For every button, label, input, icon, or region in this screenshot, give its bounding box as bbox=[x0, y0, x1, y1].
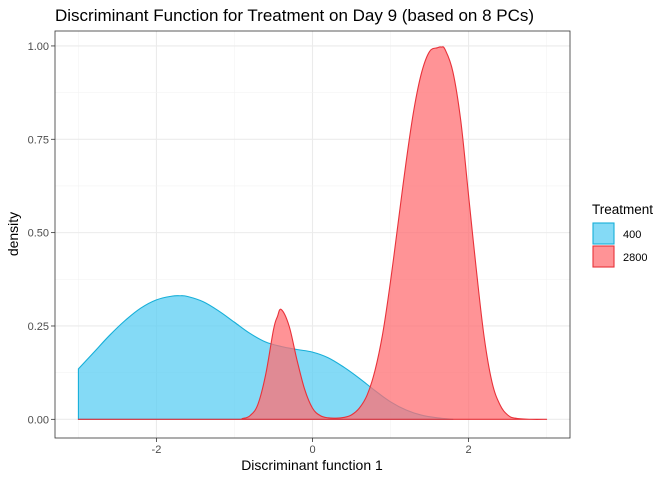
y-axis-title: density bbox=[5, 212, 21, 256]
y-tick-label: 0.00 bbox=[28, 414, 49, 426]
legend-label-2800: 2800 bbox=[623, 252, 647, 264]
density-areas bbox=[77, 46, 548, 420]
x-axis: -2 0 2 bbox=[152, 438, 472, 456]
x-tick-label: 2 bbox=[465, 444, 471, 456]
legend-title: Treatment bbox=[592, 202, 653, 217]
plot-panel bbox=[54, 30, 571, 439]
legend-key-400 bbox=[592, 222, 615, 245]
legend-label-400: 400 bbox=[623, 229, 641, 241]
chart-title: Discriminant Function for Treatment on D… bbox=[55, 6, 534, 25]
x-tick-label: -2 bbox=[152, 444, 162, 456]
y-tick-label: 1.00 bbox=[28, 41, 49, 53]
density-area-2800 bbox=[77, 46, 548, 420]
legend: Treatment 400 2800 bbox=[592, 202, 653, 268]
legend-key-2800 bbox=[592, 245, 615, 268]
x-tick-label: 0 bbox=[309, 444, 315, 456]
y-tick-label: 0.50 bbox=[28, 228, 49, 240]
y-tick-label: 0.75 bbox=[28, 134, 49, 146]
y-tick-label: 0.25 bbox=[28, 321, 49, 333]
y-axis: 0.00 0.25 0.50 0.75 1.00 bbox=[28, 41, 55, 426]
x-axis-title: Discriminant function 1 bbox=[241, 457, 383, 473]
legend-items: 400 2800 bbox=[592, 222, 647, 268]
